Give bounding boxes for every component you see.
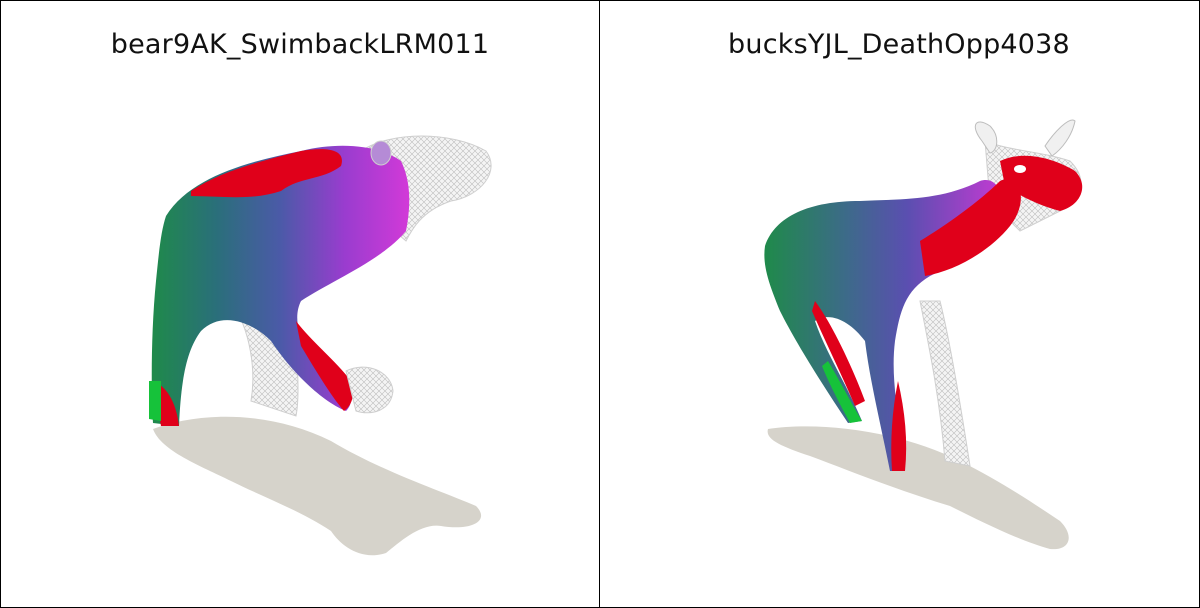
bear-ear [370,140,392,166]
deer-shadow [767,426,1069,550]
deer-red-patch-leg-rear [812,301,865,406]
deer-red-patch-leg-front [891,381,907,471]
bear-render [149,135,492,556]
bear-green-foot [149,381,161,421]
panel-divider [599,0,600,608]
panel-bear: bear9AK_SwimbackLRM011 [1,1,599,607]
deer-ear-left [974,121,998,154]
bear-shadow [153,416,482,556]
panel-title-bear: bear9AK_SwimbackLRM011 [110,29,490,60]
deer-red-patch-neck [920,179,1021,276]
bear-red-patch-back [191,149,342,198]
deer-eye [1014,165,1026,173]
deer-render [764,119,1083,550]
deer-green-leg [822,361,862,423]
deer-ear-right [1044,119,1076,157]
bear-body-mesh [151,145,410,426]
bear-paw-wire [345,366,394,414]
panel-title-deer: bucksYJL_DeathOpp4038 [728,29,1070,60]
panel-deer: bucksYJL_DeathOpp4038 [600,1,1198,607]
bear-red-patch-leg [296,321,354,411]
deer-leg-wire [919,300,971,467]
